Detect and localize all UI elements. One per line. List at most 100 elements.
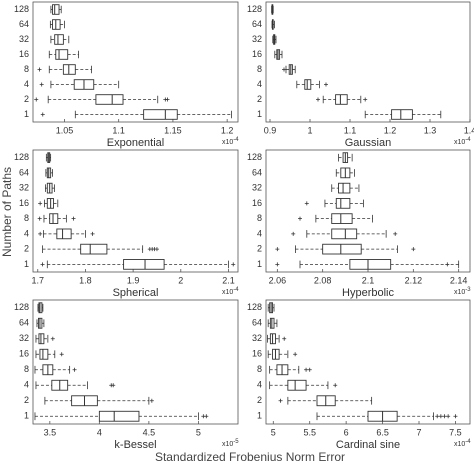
x-tick-label: 1.15 — [164, 125, 182, 135]
outlier — [154, 247, 159, 252]
outlier — [275, 262, 280, 267]
box — [287, 379, 307, 391]
y-tick-label: 128 — [247, 4, 262, 14]
y-tick-label: 8 — [257, 364, 262, 374]
plot-area — [32, 299, 239, 425]
outlier — [59, 352, 64, 357]
outlier — [38, 201, 43, 206]
outlier — [40, 112, 45, 117]
panel-title: k-Bessel — [114, 439, 156, 451]
y-tick-label: 1 — [257, 259, 262, 269]
y-axis-label: Number of Paths — [0, 167, 14, 257]
y-tick-label: 16 — [19, 49, 29, 59]
y-tick-label: 64 — [19, 167, 29, 177]
outlier — [37, 216, 42, 221]
y-tick-label: 4 — [24, 228, 29, 238]
outlier — [39, 82, 44, 87]
outlier — [204, 414, 209, 419]
y-tick-label: 1 — [24, 259, 29, 269]
x-tick-label: 2 — [178, 275, 183, 285]
box — [123, 259, 165, 270]
outlier — [304, 201, 309, 206]
outlier — [307, 367, 312, 372]
plot-area — [265, 1, 471, 123]
outlier — [304, 367, 309, 372]
x-tick-label: 0.9 — [264, 125, 277, 135]
plot-area — [32, 149, 239, 273]
x-multiplier: x10-4 — [222, 137, 239, 146]
y-tick-label: 32 — [252, 333, 262, 343]
box — [304, 79, 312, 90]
y-tick-label: 32 — [19, 183, 29, 193]
outlier — [316, 97, 320, 102]
x-tick-label: 1.3 — [424, 125, 437, 135]
box — [39, 348, 49, 360]
x-multiplier: x10-4 — [454, 439, 471, 448]
panel-title: Hyperbolic — [342, 287, 394, 299]
box — [80, 243, 108, 255]
y-tick-label: 4 — [24, 79, 29, 89]
x-tick-label: 1.05 — [56, 125, 74, 135]
outlier — [446, 414, 451, 419]
box — [49, 213, 59, 224]
x-tick-label: 3.5 — [44, 427, 57, 437]
outlier — [453, 414, 458, 419]
x-tick-label: 7 — [416, 427, 421, 437]
x-tick-label: 6.5 — [376, 427, 389, 437]
box — [335, 198, 351, 209]
x-tick-label: 1.7 — [32, 275, 45, 285]
box — [331, 228, 358, 240]
y-tick-label: 32 — [252, 34, 262, 44]
x-tick-label: 1.2 — [221, 125, 234, 135]
x-multiplier-exponent: -4 — [233, 287, 239, 293]
x-tick-label: 4 — [97, 427, 102, 437]
outlier — [333, 383, 338, 388]
x-multiplier-base: x10 — [222, 289, 233, 296]
outlier — [38, 231, 43, 236]
y-tick-label: 2 — [257, 94, 262, 104]
y-tick-label: 64 — [19, 318, 29, 328]
y-tick-label: 4 — [257, 380, 262, 390]
box — [56, 228, 72, 240]
plot-area — [32, 1, 239, 123]
panel-title: Exponential — [107, 137, 165, 149]
box — [98, 410, 140, 422]
y-tick-label: 32 — [252, 183, 262, 193]
x-multiplier: x10-4 — [222, 287, 239, 296]
x-tick-label: 5.5 — [303, 427, 316, 437]
x-tick-label: 1.8 — [79, 275, 92, 285]
x-tick-label: 2.12 — [405, 275, 423, 285]
y-tick-label: 128 — [14, 4, 29, 14]
y-tick-label: 2 — [24, 395, 29, 405]
outlier — [438, 414, 443, 419]
outlier — [298, 216, 302, 221]
y-tick-label: 64 — [252, 167, 262, 177]
y-tick-label: 1 — [257, 411, 262, 421]
y-tick-label: 4 — [257, 79, 262, 89]
x-tick-label: 1 — [307, 125, 312, 135]
y-tick-label: 8 — [24, 364, 29, 374]
y-tick-label: 4 — [24, 380, 29, 390]
x-multiplier-exponent: -4 — [233, 137, 239, 143]
x-tick-label: 2.08 — [314, 275, 332, 285]
x-tick-label: 4.5 — [143, 427, 156, 437]
box — [52, 19, 61, 30]
box — [54, 34, 64, 45]
x-tick-label: 7.5 — [449, 427, 462, 437]
y-tick-label: 8 — [24, 213, 29, 223]
box — [52, 4, 60, 15]
outlier — [37, 67, 42, 72]
box — [62, 64, 76, 75]
y-tick-label: 64 — [252, 19, 262, 29]
y-tick-label: 64 — [252, 318, 262, 328]
x-multiplier-base: x10 — [222, 139, 233, 146]
y-tick-label: 128 — [247, 302, 262, 312]
panel-title: Gaussian — [345, 137, 391, 149]
x-tick-label: 6 — [344, 427, 349, 437]
y-tick-label: 16 — [19, 198, 29, 208]
x-multiplier-base: x10 — [454, 441, 465, 448]
x-multiplier-exponent: -4 — [465, 439, 471, 445]
x-tick-label: 1.4 — [464, 125, 474, 135]
outlier — [445, 262, 450, 267]
x-tick-label: 2.1 — [362, 275, 375, 285]
